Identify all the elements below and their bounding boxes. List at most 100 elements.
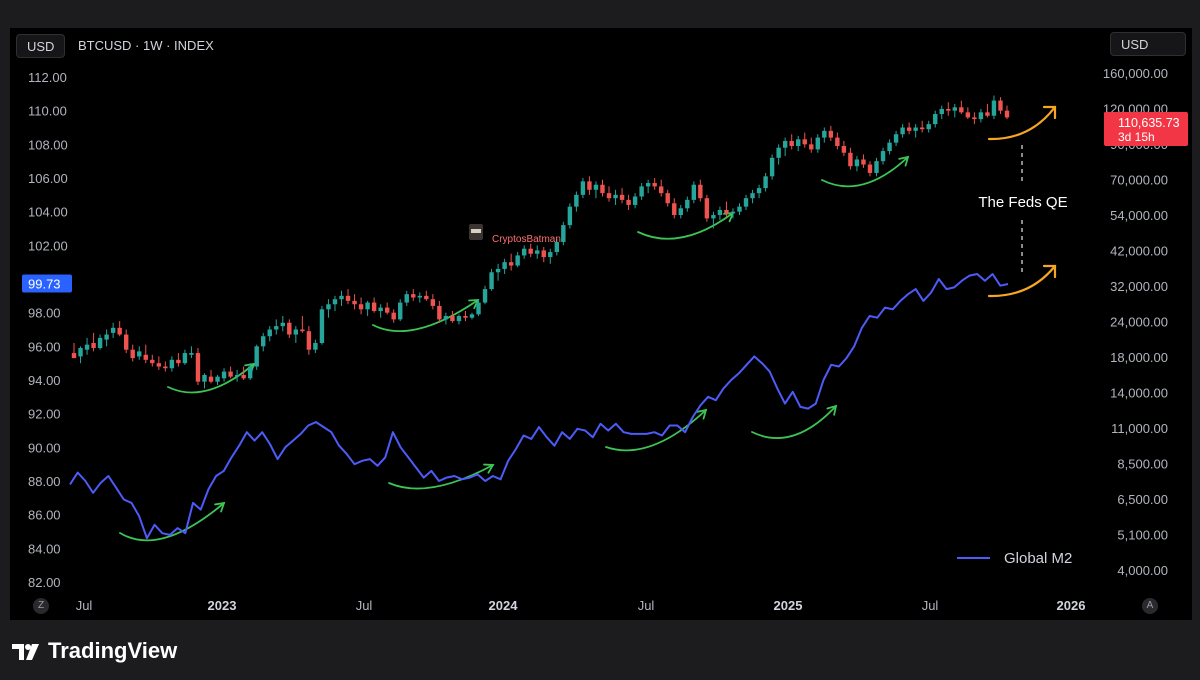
- candle-body: [267, 329, 272, 337]
- candle-body: [626, 199, 631, 205]
- candle-body: [665, 193, 670, 204]
- candle-body: [476, 302, 481, 315]
- left-tick-label: 92.00: [28, 407, 61, 422]
- candle-body: [893, 134, 899, 143]
- candle-body: [972, 117, 977, 120]
- candle-body: [900, 127, 905, 135]
- orange-projection-arrow: [987, 264, 1057, 298]
- left-axis-ticks: 112.00 110.00 108.00 106.00 104.00 102.00 98.0…: [28, 70, 68, 590]
- current-value-label: 99.73: [28, 277, 61, 292]
- left-tick-label: 108.00: [28, 137, 68, 152]
- candle-body: [528, 248, 533, 254]
- candle-body: [593, 184, 599, 190]
- curve-arrowhead: [468, 299, 480, 310]
- candle-body: [743, 198, 749, 207]
- candle-body: [913, 127, 918, 131]
- candle-body: [469, 314, 475, 318]
- candle-body: [769, 157, 775, 177]
- candle-body: [437, 305, 442, 320]
- candle-body: [463, 316, 468, 318]
- candle-body: [123, 334, 129, 350]
- candle-body: [91, 342, 96, 349]
- zoom-button[interactable]: Z: [33, 598, 49, 614]
- right-axis-ticks: 160,000.00120,000.0090,000.0070,000.0054…: [1103, 66, 1168, 578]
- left-tick-label: 110.00: [28, 104, 67, 119]
- candle-body: [371, 302, 377, 311]
- candle-body: [358, 304, 364, 310]
- right-tick-label: 54,000.00: [1110, 208, 1168, 223]
- candle-body: [143, 354, 148, 360]
- right-tick-label: 4,000.00: [1117, 563, 1168, 578]
- candle-body: [182, 353, 188, 364]
- symbol-label: BTCUSD · 1W · INDEX: [78, 38, 214, 53]
- time-tick-label: Jul: [76, 598, 93, 613]
- candle-body: [515, 255, 520, 266]
- candle-body: [933, 114, 938, 125]
- orange-arrowhead: [1042, 264, 1057, 279]
- overlays: The Feds QE CryptosBatman Global M2 99.73 11…: [22, 105, 1188, 567]
- left-tick-label: 88.00: [28, 474, 61, 489]
- time-tick-label: Jul: [356, 598, 373, 613]
- candle-body: [365, 302, 370, 310]
- smile-curve-annotation: [637, 212, 734, 240]
- candle-body: [84, 344, 90, 350]
- candle-body: [619, 194, 625, 200]
- price-badge: [1104, 112, 1188, 146]
- candle-body: [730, 211, 736, 214]
- candle-body: [254, 346, 259, 367]
- candle-body: [450, 316, 455, 322]
- candle-body: [495, 268, 501, 273]
- smile-curve-annotation: [605, 409, 707, 452]
- m2-line: [69, 273, 1009, 540]
- time-tick-label: 2023: [208, 598, 237, 613]
- candle-body: [234, 374, 240, 377]
- currency-left-button[interactable]: USD: [16, 34, 66, 58]
- candle-body: [763, 176, 768, 189]
- candle-body: [508, 262, 514, 266]
- candle-body: [117, 327, 122, 335]
- candle-body: [776, 147, 781, 158]
- candle-body: [261, 336, 266, 347]
- candle-body: [756, 188, 762, 194]
- curve-arrowhead: [696, 408, 708, 420]
- candle-body: [398, 302, 403, 320]
- qe-label: The Feds QE: [978, 194, 1067, 211]
- candle-body: [411, 294, 416, 298]
- price-label: 110,635.73: [1118, 116, 1180, 130]
- candle-body: [163, 366, 168, 369]
- candle-body: [202, 374, 207, 382]
- candle-body: [822, 130, 827, 138]
- candle-body: [332, 299, 338, 305]
- candle-body: [391, 312, 396, 320]
- candle-body: [215, 376, 220, 382]
- right-tick-label: 6,500.00: [1117, 492, 1168, 507]
- candle-body: [946, 108, 951, 111]
- candle-body: [241, 374, 246, 379]
- watermark-label: CryptosBatman: [492, 234, 561, 245]
- currency-right-button[interactable]: USD: [1110, 32, 1186, 56]
- right-tick-label: 32,000.00: [1110, 279, 1168, 294]
- candle-body: [880, 151, 886, 162]
- candle-body: [567, 206, 573, 226]
- candle-body: [339, 295, 344, 300]
- smile-curve-annotation: [388, 464, 494, 490]
- candle-body: [874, 161, 879, 173]
- smile-curve-annotation: [821, 156, 909, 188]
- candle-body: [704, 198, 710, 219]
- candle-body: [280, 322, 285, 327]
- candle-body: [965, 112, 971, 118]
- candle-body: [306, 331, 312, 350]
- candle-body: [97, 337, 103, 349]
- candle-body: [587, 181, 592, 190]
- right-tick-label: 70,000.00: [1110, 173, 1168, 188]
- curve-annotations: [119, 155, 910, 542]
- candle-body: [809, 144, 814, 150]
- candle-body: [1004, 110, 1010, 118]
- candle-body: [926, 124, 931, 130]
- auto-scale-button[interactable]: A: [1142, 598, 1158, 614]
- right-tick-label: 8,500.00: [1117, 457, 1168, 472]
- candle-body: [221, 371, 227, 379]
- candle-body: [502, 262, 507, 269]
- candle-body: [430, 299, 436, 306]
